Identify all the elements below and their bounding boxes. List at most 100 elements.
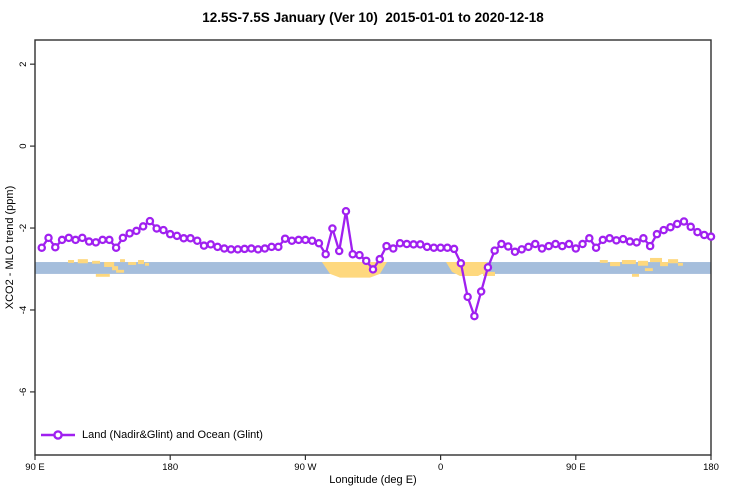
data-point bbox=[395, 238, 405, 248]
data-point bbox=[233, 245, 243, 254]
data-point bbox=[334, 246, 344, 256]
land-speck bbox=[668, 259, 679, 264]
data-point bbox=[280, 234, 290, 243]
data-point bbox=[456, 259, 466, 268]
data-point bbox=[368, 265, 378, 274]
data-point bbox=[91, 238, 101, 247]
land-speck bbox=[644, 268, 653, 272]
data-point bbox=[186, 234, 195, 243]
land-speck bbox=[610, 262, 621, 267]
land-speck bbox=[631, 273, 640, 277]
land-speck bbox=[637, 260, 649, 266]
data-point bbox=[639, 234, 648, 243]
land-speck bbox=[120, 259, 125, 263]
data-point bbox=[118, 233, 128, 243]
land-speck bbox=[104, 262, 115, 267]
data-point bbox=[449, 244, 459, 254]
chart-title: 12.5S-7.5S January (Ver 10) 2015-01-01 t… bbox=[202, 10, 544, 25]
data-point bbox=[111, 243, 121, 252]
y-axis-title: XCO2 - MLO trend (ppm) bbox=[4, 186, 16, 309]
data-point bbox=[389, 244, 398, 253]
data-point bbox=[71, 235, 80, 245]
x-tick-label: 180 bbox=[162, 462, 178, 473]
data-line bbox=[40, 210, 713, 318]
data-point bbox=[267, 242, 276, 252]
y-tick-label: -6 bbox=[18, 388, 29, 396]
data-point bbox=[321, 250, 330, 259]
land-speck bbox=[77, 259, 88, 264]
data-point bbox=[693, 227, 702, 237]
data-point bbox=[585, 234, 594, 243]
data-point bbox=[503, 242, 513, 251]
data-point bbox=[436, 243, 445, 252]
data-point bbox=[409, 240, 418, 249]
data-point bbox=[145, 216, 155, 226]
data-point bbox=[686, 222, 695, 232]
data-point bbox=[361, 256, 371, 266]
data-point bbox=[240, 244, 249, 254]
data-point bbox=[226, 245, 236, 254]
data-point bbox=[213, 242, 222, 252]
data-point bbox=[443, 243, 452, 252]
data-point bbox=[132, 226, 141, 236]
x-axis-title: Longitude (deg E) bbox=[329, 474, 417, 486]
data-point bbox=[341, 206, 351, 216]
data-point bbox=[287, 236, 297, 245]
y-tick-label: -4 bbox=[18, 306, 29, 314]
data-point bbox=[530, 239, 540, 249]
data-point bbox=[416, 240, 425, 249]
data-point bbox=[382, 241, 391, 251]
legend: Land (Nadir&Glint) and Ocean (Glint) bbox=[40, 428, 263, 442]
land-speck bbox=[116, 269, 125, 273]
data-point bbox=[422, 242, 432, 252]
data-point bbox=[706, 232, 716, 241]
x-tick-label: 0 bbox=[438, 462, 443, 473]
data-point bbox=[159, 225, 168, 235]
data-point bbox=[105, 235, 114, 245]
land-speck bbox=[68, 259, 75, 263]
data-point bbox=[571, 244, 581, 253]
data-point bbox=[558, 241, 567, 251]
land-speck bbox=[621, 259, 636, 265]
data-point bbox=[679, 217, 689, 226]
land-speck bbox=[95, 273, 110, 277]
land-speck bbox=[650, 257, 663, 263]
data-point bbox=[294, 235, 303, 245]
data-point bbox=[625, 237, 635, 246]
data-point bbox=[307, 236, 317, 245]
y-tick-label: -2 bbox=[18, 224, 29, 232]
data-point bbox=[666, 222, 675, 232]
data-point bbox=[591, 243, 601, 252]
data-point bbox=[199, 241, 209, 250]
data-point bbox=[165, 229, 175, 239]
data-point bbox=[51, 243, 60, 252]
legend-marker-icon bbox=[41, 430, 75, 440]
x-tick-label: 90 E bbox=[566, 462, 586, 473]
data-point bbox=[138, 222, 148, 231]
data-point bbox=[429, 243, 439, 252]
data-point bbox=[301, 235, 310, 245]
legend-label: Land (Nadir&Glint) and Ocean (Glint) bbox=[82, 429, 263, 441]
data-point bbox=[274, 242, 283, 252]
land-speck bbox=[92, 260, 101, 264]
data-point bbox=[125, 229, 134, 238]
x-tick-label: 90 W bbox=[294, 462, 316, 473]
data-point bbox=[618, 234, 628, 244]
data-point bbox=[517, 245, 526, 254]
data-point bbox=[659, 225, 668, 235]
data-point bbox=[699, 230, 709, 240]
data-point bbox=[645, 241, 655, 251]
data-point bbox=[402, 239, 412, 249]
data-point bbox=[172, 231, 182, 241]
data-point bbox=[612, 236, 621, 245]
data-point bbox=[632, 238, 641, 247]
data-point bbox=[672, 219, 682, 229]
data-point bbox=[578, 239, 587, 249]
data-point bbox=[652, 229, 662, 239]
data-point bbox=[57, 235, 67, 245]
data-point bbox=[544, 241, 554, 251]
y-tick-label: 2 bbox=[18, 62, 29, 67]
data-point bbox=[490, 246, 499, 255]
